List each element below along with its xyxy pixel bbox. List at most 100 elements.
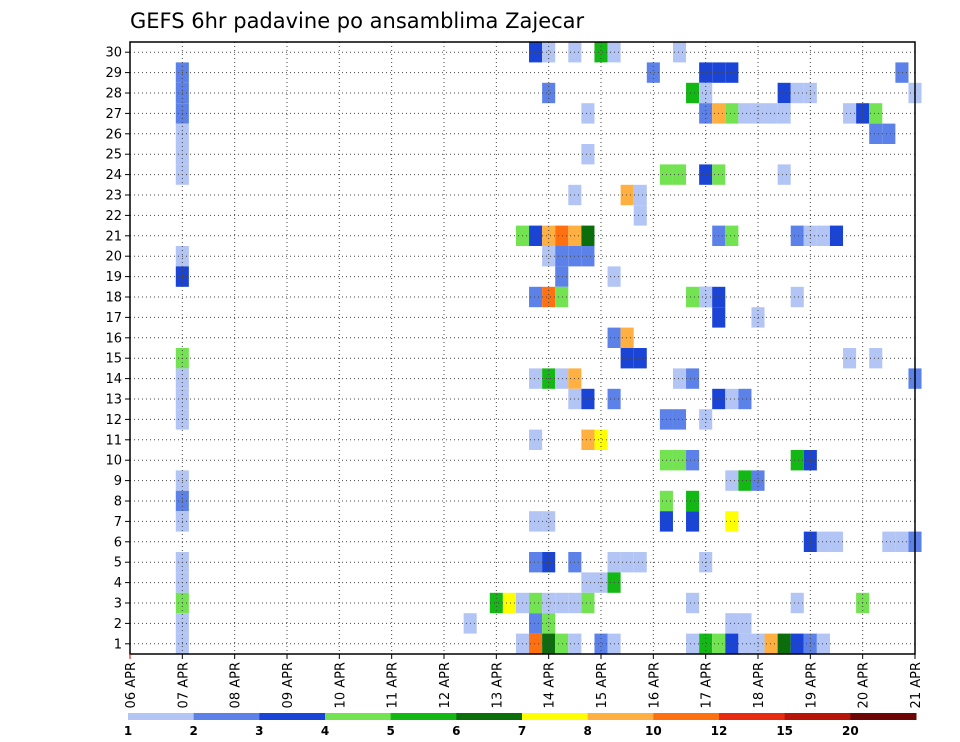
legend-swatch bbox=[653, 713, 720, 720]
y-tick-label: 28 bbox=[105, 87, 122, 102]
heatmap-cell bbox=[764, 103, 778, 124]
heatmap-cell bbox=[725, 225, 739, 246]
heatmap-cell bbox=[738, 613, 752, 634]
legend-label: 3 bbox=[255, 724, 263, 738]
heatmap-cell bbox=[581, 592, 595, 614]
heatmap-cell bbox=[633, 184, 647, 206]
heatmap-cell bbox=[829, 225, 844, 246]
heatmap-cell bbox=[542, 633, 556, 654]
y-tick-label: 12 bbox=[105, 413, 122, 428]
y-tick-label: 3 bbox=[114, 597, 122, 612]
legend-label: 1 bbox=[124, 724, 132, 738]
heatmap-cell bbox=[542, 82, 556, 104]
x-tick-label: 18 APR bbox=[752, 662, 767, 708]
grid-layer bbox=[130, 42, 915, 654]
y-tick-label: 4 bbox=[114, 576, 122, 591]
heatmap-cell bbox=[542, 246, 556, 267]
heatmap-cell bbox=[816, 531, 830, 552]
y-tick-label: 20 bbox=[105, 250, 122, 265]
y-tick-label: 1 bbox=[114, 637, 122, 652]
legend-label: 8 bbox=[583, 724, 591, 738]
heatmap-cell bbox=[869, 123, 883, 144]
y-tick-label: 10 bbox=[105, 454, 122, 469]
heatmap-cell bbox=[529, 286, 543, 308]
heatmap-cell bbox=[790, 286, 804, 308]
heatmap-cell bbox=[699, 286, 713, 308]
legend-swatch bbox=[128, 713, 195, 720]
x-tick-label: 07 APR bbox=[176, 662, 191, 708]
chart-title: GEFS 6hr padavine po ansamblima Zajecar bbox=[130, 9, 585, 33]
heatmap-cell bbox=[699, 62, 713, 83]
heatmap-cell bbox=[529, 368, 543, 389]
heatmap-cell bbox=[725, 62, 739, 83]
heatmap-cell bbox=[529, 633, 543, 654]
heatmap-cell bbox=[843, 103, 857, 124]
y-tick-label: 6 bbox=[114, 535, 122, 550]
heatmap-cell bbox=[620, 184, 634, 206]
heatmap-cell bbox=[620, 327, 634, 348]
heatmap-cell bbox=[672, 164, 687, 185]
heatmap-cell bbox=[594, 429, 608, 450]
heatmap-cell bbox=[529, 42, 543, 63]
legend-swatch bbox=[259, 713, 326, 720]
legend-label: 15 bbox=[776, 724, 793, 738]
heatmap-cell bbox=[777, 633, 791, 654]
heatmap-cell bbox=[816, 225, 830, 246]
legend-swatch bbox=[784, 713, 851, 720]
x-tick-label: 21 APR bbox=[909, 662, 924, 708]
heatmap-cell bbox=[738, 388, 752, 410]
x-tick-label: 13 APR bbox=[490, 662, 505, 708]
heatmap-cell bbox=[738, 470, 752, 491]
heatmap-cell bbox=[555, 246, 569, 267]
legend-swatch bbox=[456, 713, 523, 720]
heatmap-cell bbox=[555, 633, 569, 654]
heatmap-cell bbox=[686, 368, 700, 389]
heatmap-cell bbox=[725, 613, 739, 634]
y-tick-label: 9 bbox=[114, 474, 122, 489]
heatmap-cell bbox=[529, 552, 543, 573]
heatmap-cell bbox=[725, 633, 739, 654]
heatmap-cell bbox=[777, 82, 791, 104]
heatmap-cell bbox=[672, 42, 687, 63]
legend-label: 10 bbox=[645, 724, 662, 738]
heatmap-cell bbox=[829, 531, 844, 552]
x-tick-label: 11 APR bbox=[386, 662, 401, 708]
legend-label: 4 bbox=[321, 724, 329, 738]
y-tick-label: 24 bbox=[105, 168, 122, 183]
heatmap-cell bbox=[725, 511, 739, 532]
heatmap-cell bbox=[686, 82, 700, 104]
legend-swatch bbox=[193, 713, 260, 720]
heatmap-cell bbox=[790, 225, 804, 246]
heatmap-cell bbox=[529, 225, 543, 246]
heatmap-cell bbox=[686, 450, 700, 471]
heatmap-cell bbox=[672, 450, 687, 471]
heatmap-cell bbox=[594, 42, 608, 63]
x-tick-label: 20 APR bbox=[857, 662, 872, 708]
heatmap-cell bbox=[686, 286, 700, 308]
y-tick-label: 25 bbox=[105, 148, 122, 163]
heatmap-cell bbox=[620, 552, 634, 573]
y-tick-label: 7 bbox=[114, 515, 122, 530]
heatmap-cell bbox=[843, 348, 857, 369]
heatmap-cell bbox=[790, 592, 804, 614]
heatmap-cell bbox=[581, 429, 595, 450]
y-tick-label: 8 bbox=[114, 495, 122, 510]
heatmap-cell bbox=[686, 592, 700, 614]
legend-swatch bbox=[390, 713, 457, 720]
x-tick-label: 08 APR bbox=[229, 662, 244, 708]
y-tick-label: 2 bbox=[114, 617, 122, 632]
legend-label: 6 bbox=[452, 724, 460, 738]
heatmap-cell bbox=[672, 368, 687, 389]
x-tick-label: 14 APR bbox=[543, 662, 558, 708]
legend-swatch bbox=[719, 713, 786, 720]
y-tick-label: 11 bbox=[105, 433, 122, 448]
heatmap-cell bbox=[581, 246, 595, 267]
heatmap-cell bbox=[646, 62, 660, 83]
heatmap-cell bbox=[633, 552, 647, 573]
heatmap-cell bbox=[672, 409, 687, 430]
heatmap-cell bbox=[581, 103, 595, 124]
heatmap-cell bbox=[777, 103, 791, 124]
legend-swatch bbox=[850, 713, 917, 720]
heatmap-cell bbox=[594, 633, 608, 654]
